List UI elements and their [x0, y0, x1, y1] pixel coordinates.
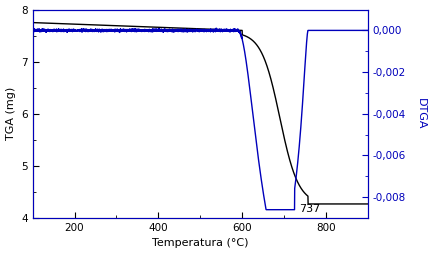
Text: 737: 737	[299, 204, 320, 214]
Y-axis label: TGA (mg): TGA (mg)	[6, 87, 15, 140]
X-axis label: Temperatura (°C): Temperatura (°C)	[152, 239, 248, 248]
Y-axis label: DTGA: DTGA	[415, 98, 424, 130]
